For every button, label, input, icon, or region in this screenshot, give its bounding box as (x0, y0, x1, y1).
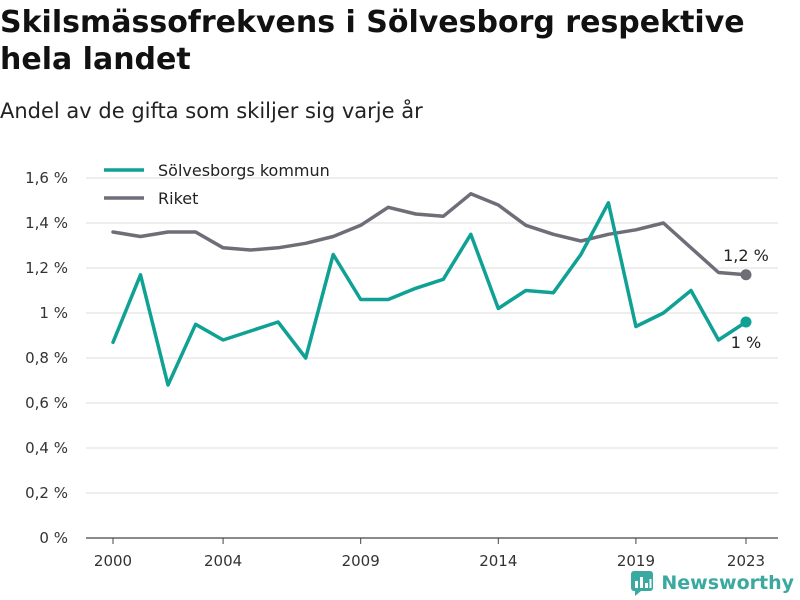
legend: Sölvesborgs kommun Riket (104, 161, 330, 208)
y-tick-label: 0,4 % (25, 439, 68, 457)
x-tick-label: 2009 (342, 552, 380, 570)
y-tick-label: 0,8 % (25, 349, 68, 367)
end-point-solvesborg (740, 316, 752, 328)
chart-subtitle: Andel av de gifta som skiljer sig varje … (0, 99, 423, 123)
newsworthy-logo: Newsworthy (630, 570, 794, 596)
y-tick-label: 1,6 % (25, 169, 68, 187)
x-tick-label: 2019 (617, 552, 655, 570)
end-label-riket: 1,2 % (723, 246, 769, 265)
legend-label: Sölvesborgs kommun (158, 161, 330, 180)
y-tick-label: 1,2 % (25, 259, 68, 277)
y-tick-label: 0,6 % (25, 394, 68, 412)
brand-name: Newsworthy (661, 572, 794, 594)
y-tick-label: 1 % (39, 304, 68, 322)
chart-title: Skilsmässofrekvens i Sölvesborg respekti… (0, 5, 745, 77)
y-tick-label: 0,2 % (25, 484, 68, 502)
end-label-solvesborg: 1 % (731, 333, 761, 352)
x-tick-label: 2023 (727, 552, 765, 570)
x-tick-label: 2004 (204, 552, 242, 570)
series-lines: 1,2 % 1 % (111, 192, 769, 387)
x-axis: 2000 2004 2009 2014 2019 2023 (94, 538, 765, 570)
newsworthy-bars-icon (631, 571, 654, 596)
x-tick-label: 2000 (94, 552, 132, 570)
series-line-riket (111, 192, 748, 277)
end-point-riket (740, 269, 752, 281)
legend-label: Riket (158, 189, 198, 208)
y-tick-label: 0 % (39, 529, 68, 547)
series-line-solvesborg (111, 201, 748, 387)
y-tick-label: 1,4 % (25, 214, 68, 232)
gridlines: 0 % 0,2 % 0,4 % 0,6 % 0,8 % 1 % 1,2 % 1,4 % 1,6 … (25, 169, 778, 547)
x-tick-label: 2014 (479, 552, 517, 570)
